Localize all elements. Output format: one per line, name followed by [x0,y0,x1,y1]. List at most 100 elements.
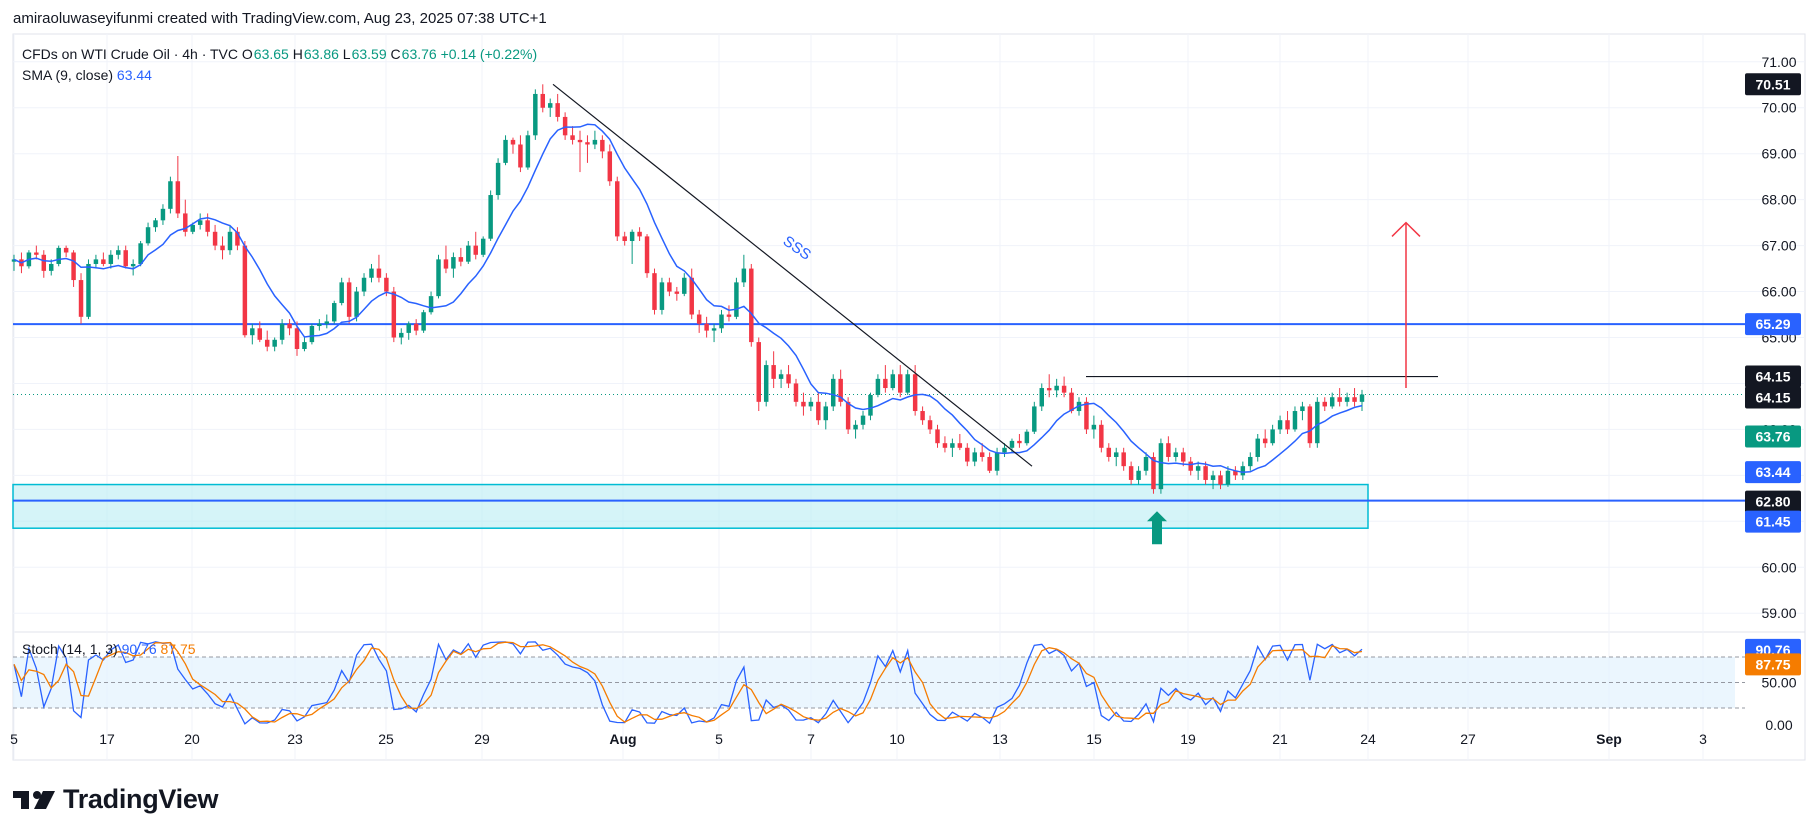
candle-body [734,282,739,317]
price-label: 63.44 [1755,464,1790,480]
candle-body [413,323,419,331]
candle-body [264,339,270,347]
candle-body [771,365,776,379]
candle-body [272,339,277,347]
candle-body [302,342,307,349]
stoch-d-value: 87.75 [160,641,196,657]
candle-body [369,268,374,278]
candle-body [1315,401,1320,444]
candle-body [1248,456,1253,467]
candle-body [1061,385,1067,393]
candle-body [845,401,851,430]
candle-body [555,103,560,117]
candle-body [257,328,263,340]
y-tick-label: 70.00 [1761,100,1796,116]
chart-attribution: amiraoluwaseyifunmi created with Trading… [13,10,547,27]
candle-body [965,447,970,462]
candle-body [682,277,687,294]
candle-body [227,231,233,251]
candle-body [93,259,99,264]
y-tick-label: 66.00 [1761,284,1796,300]
price-label: 64.15 [1755,390,1790,406]
candle-body [1359,394,1365,402]
time-axis: 5 17 20 23 25 29 Aug 5 7 10 13 15 19 21 24 27 Sep 3 [10,731,1707,747]
candle-body [101,259,106,264]
candle-body [86,263,91,317]
stoch-d-line [13,641,1363,723]
candle-body [1188,461,1193,471]
candle-body [741,268,747,283]
candle-body [190,224,195,232]
candle-body [279,323,285,340]
candle-body [1099,424,1104,448]
x-tick-label: 24 [1360,731,1376,747]
candle-body [622,236,627,241]
candle-body [138,243,143,264]
candle-body [1039,388,1044,407]
candle-body [1307,406,1313,444]
candle-body [503,139,508,163]
tradingview-wordmark: TradingView [63,784,219,814]
stoch-tick-label: 50.00 [1761,675,1796,691]
candle-body [816,401,821,421]
candle-body [950,443,955,448]
candle-body [659,282,665,310]
candle-body [384,277,389,292]
horizontal-levels [13,323,1745,502]
candle-body [778,374,784,379]
candle-body [49,263,54,271]
candle-body [78,280,84,317]
candle-body [644,236,650,274]
candle-body [287,323,292,329]
bullish-arrow-up [1147,511,1167,545]
candle-body [309,326,315,343]
candle-body [1166,443,1171,457]
candle-body [1352,397,1357,402]
x-tick-label: 13 [992,731,1008,747]
candle-body [495,162,501,196]
candle-body [600,139,605,152]
candle-body [972,452,977,462]
candle-body [1285,420,1290,430]
candle-body [399,332,404,338]
candle-body [1106,447,1112,457]
demand-zone [12,483,1369,529]
candle-body [592,139,598,145]
candle-body [458,257,464,262]
candle-body [667,282,672,292]
tradingview-footer: TradingView [13,784,219,815]
candle-body [890,374,896,389]
candle-body [898,374,903,393]
candle-body [1292,411,1298,430]
candle-body [637,231,642,237]
open-value: 63.65 [253,46,289,62]
candle-body [838,378,843,402]
candle-body [1240,466,1246,476]
y-tick-label: 71.00 [1761,54,1796,70]
candle-body [577,139,583,143]
candle-body [562,116,568,136]
stoch-label-bg [1745,653,1801,676]
candle-body [480,238,486,255]
candle-body [704,323,709,331]
candle-body [451,257,456,269]
candle-body [793,383,799,402]
downtrend-line [552,83,1033,467]
open-label: O [241,46,253,62]
candle-body [883,378,888,389]
price-label-bg [1745,425,1801,448]
candle-body [1009,440,1015,448]
candle-body [875,378,881,395]
candle-body [1136,470,1141,480]
high-value: 63.86 [303,46,339,62]
chart-border [12,33,1806,761]
stoch-label: 87.75 [1755,656,1790,672]
sss-label: SSS [780,233,814,264]
candle-body [607,151,613,182]
candle-body [756,342,761,402]
x-tick-label: 5 [10,731,18,747]
candle-body [927,420,933,430]
candle-body [1128,466,1134,480]
candle-body [436,259,441,297]
